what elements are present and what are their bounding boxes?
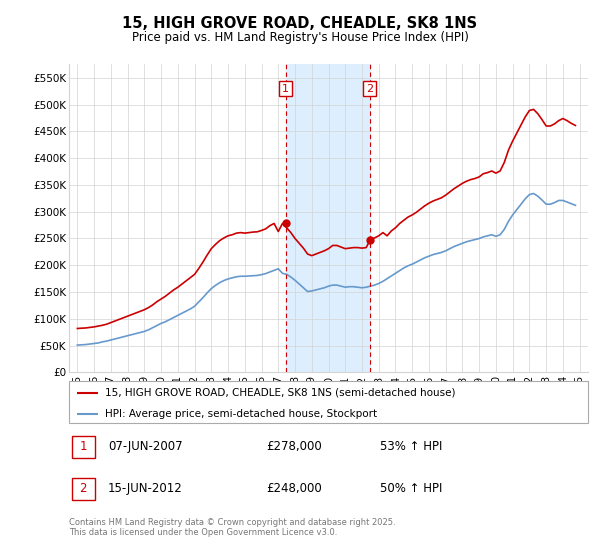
Text: 15, HIGH GROVE ROAD, CHEADLE, SK8 1NS (semi-detached house): 15, HIGH GROVE ROAD, CHEADLE, SK8 1NS (s… (106, 388, 456, 398)
Text: 2: 2 (366, 83, 373, 94)
Text: Contains HM Land Registry data © Crown copyright and database right 2025.
This d: Contains HM Land Registry data © Crown c… (69, 518, 395, 538)
Text: HPI: Average price, semi-detached house, Stockport: HPI: Average price, semi-detached house,… (106, 409, 377, 418)
Bar (71, 436, 95, 458)
Text: 2: 2 (80, 482, 87, 496)
Text: 15, HIGH GROVE ROAD, CHEADLE, SK8 1NS: 15, HIGH GROVE ROAD, CHEADLE, SK8 1NS (122, 16, 478, 31)
Text: 15-JUN-2012: 15-JUN-2012 (108, 482, 182, 496)
Text: 50% ↑ HPI: 50% ↑ HPI (380, 482, 443, 496)
Text: £248,000: £248,000 (266, 482, 322, 496)
Text: 53% ↑ HPI: 53% ↑ HPI (380, 440, 443, 454)
Text: 07-JUN-2007: 07-JUN-2007 (108, 440, 182, 454)
Bar (286, 64, 370, 372)
Text: 1: 1 (80, 440, 87, 454)
Text: £278,000: £278,000 (266, 440, 322, 454)
Bar (71, 478, 95, 500)
Text: Price paid vs. HM Land Registry's House Price Index (HPI): Price paid vs. HM Land Registry's House … (131, 31, 469, 44)
Text: 1: 1 (282, 83, 289, 94)
